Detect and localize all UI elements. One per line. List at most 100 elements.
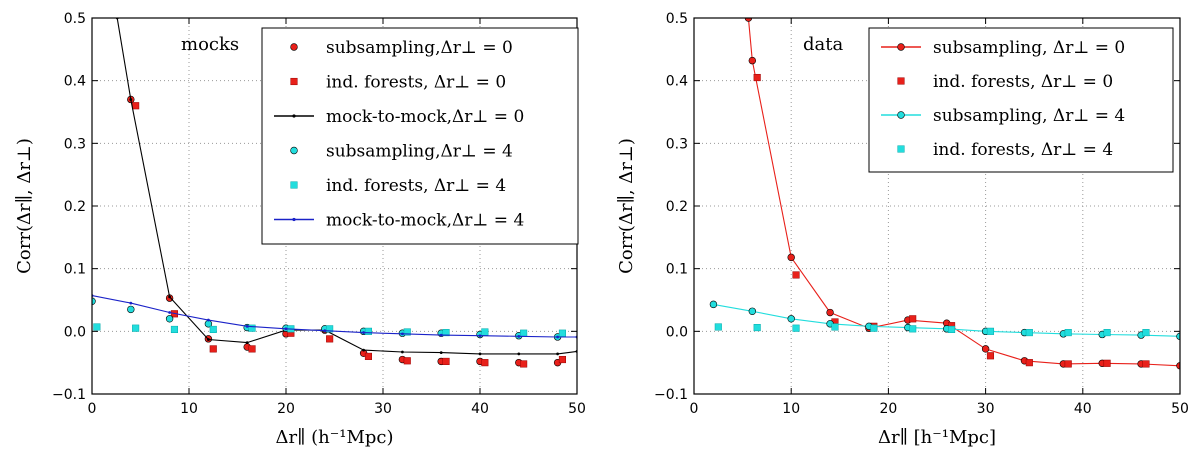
- data-point: [245, 324, 249, 328]
- series-5: [92, 294, 577, 339]
- data-point: [558, 355, 567, 364]
- legend-marker: [292, 114, 296, 118]
- legend-item: ind. forests, Δr⊥ = 4: [290, 176, 506, 196]
- data-point: [364, 352, 372, 360]
- y-tick-label: 0.2: [64, 199, 86, 215]
- legend-label: subsampling, Δr⊥ = 0: [933, 38, 1125, 58]
- y-tick-label: 0.5: [666, 11, 688, 27]
- data-point: [909, 315, 917, 323]
- data-point: [209, 325, 217, 334]
- data-point: [709, 300, 718, 309]
- data-point: [556, 335, 559, 339]
- y-tick-label: 0.5: [64, 11, 86, 27]
- legend-marker: [897, 111, 905, 119]
- legend-marker: [897, 43, 905, 51]
- data-point: [520, 329, 528, 337]
- series-2: [115, 18, 577, 356]
- data-point: [245, 341, 249, 345]
- x-tick-label: 0: [690, 401, 699, 417]
- legend-label: ind. forests, Δr⊥ = 4: [326, 176, 506, 196]
- legend-box: [868, 27, 1174, 173]
- legend-item: mock-to-mock,Δr⊥ = 0: [274, 107, 524, 127]
- x-tick-label: 0: [88, 401, 97, 417]
- data-point: [478, 334, 482, 338]
- data-point: [170, 325, 178, 334]
- series-1: [753, 73, 1150, 368]
- legend-marker: [290, 181, 298, 189]
- legend-item: mock-to-mock,Δr⊥ = 4: [274, 211, 524, 231]
- series-line: [116, 18, 577, 355]
- data-point: [442, 329, 450, 337]
- data-point: [1142, 329, 1150, 337]
- x-tick-label: 50: [568, 401, 586, 417]
- legend-label: mock-to-mock,Δr⊥ = 0: [326, 107, 524, 127]
- data-point: [787, 253, 795, 262]
- legend-item: ind. forests, Δr⊥ = 0: [897, 72, 1113, 92]
- data-point: [168, 311, 172, 314]
- data-point: [127, 305, 135, 314]
- data-point: [129, 98, 133, 101]
- data-point: [92, 297, 96, 305]
- legend-box: [261, 27, 579, 245]
- data-point: [481, 328, 489, 336]
- data-point: [401, 350, 404, 354]
- data-point: [792, 324, 800, 332]
- series-line: [92, 295, 577, 338]
- data-point: [981, 345, 990, 353]
- data-point: [1025, 359, 1033, 367]
- legend-marker: [290, 146, 298, 155]
- data-point: [362, 331, 365, 334]
- data-point: [517, 352, 521, 356]
- data-point: [442, 357, 450, 365]
- series-3: [92, 297, 562, 341]
- y-tick-label: 0.4: [64, 74, 86, 90]
- legend-item: subsampling,Δr⊥ = 0: [290, 38, 513, 58]
- data-point: [826, 308, 834, 317]
- data-point: [207, 338, 210, 341]
- y-tick-label: 0.1: [64, 262, 86, 278]
- data-point: [439, 351, 443, 355]
- data-point: [748, 56, 757, 65]
- data-point: [207, 318, 210, 322]
- legend-label: ind. forests, Δr⊥ = 0: [933, 72, 1113, 92]
- data-point: [1103, 359, 1111, 367]
- legend-marker: [290, 77, 298, 86]
- y-tick-label: 0.3: [666, 136, 688, 152]
- y-tick-label: −0.1: [654, 387, 688, 403]
- legend-item: subsampling, Δr⊥ = 0: [881, 38, 1125, 58]
- y-tick-label: 0.3: [64, 136, 86, 152]
- data-point: [248, 324, 256, 332]
- data-point: [439, 333, 443, 337]
- chart-panel-data: 0 10 20 30 40 50 −0.1 0.0 0.1 0.2 0.3 0.4 0.5 data Δr∥…: [616, 11, 1189, 448]
- y-axis-label: Corr(Δr∥, Δr⊥): [616, 138, 637, 274]
- data-point: [753, 73, 761, 82]
- data-point: [714, 323, 722, 331]
- series-4: [93, 323, 567, 337]
- x-tick-label: 10: [782, 401, 800, 417]
- plot-area: [709, 18, 1180, 370]
- legend-item: subsampling,Δr⊥ = 4: [290, 142, 513, 162]
- y-tick-label: 0.1: [666, 262, 688, 278]
- data-point: [362, 348, 365, 352]
- x-tick-label: 40: [1074, 401, 1092, 417]
- data-point: [132, 324, 140, 332]
- data-point: [556, 352, 559, 356]
- legend-marker: [897, 77, 905, 85]
- data-point: [831, 323, 839, 331]
- data-point: [478, 352, 482, 356]
- data-point: [403, 328, 411, 336]
- data-point: [948, 325, 956, 334]
- data-point: [168, 295, 172, 299]
- x-axis-label: Δr∥ [h⁻¹Mpc]: [878, 427, 996, 448]
- y-tick-label: 0.4: [666, 74, 688, 90]
- data-point: [520, 360, 528, 368]
- chart-panel-mocks: 0 10 20 30 40 50 −0.1 0.0 0.1 0.2 0.3 0.4 0.5 mocks Δr…: [14, 11, 586, 448]
- legend: subsampling,Δr⊥ = 0 ind. forests, Δr⊥ = 0…: [261, 27, 579, 245]
- data-point: [403, 357, 411, 365]
- legend-label: subsampling, Δr⊥ = 4: [933, 106, 1125, 126]
- x-tick-label: 40: [471, 401, 489, 417]
- data-point: [1025, 329, 1033, 337]
- data-point: [753, 324, 761, 332]
- legend-marker: [290, 43, 298, 51]
